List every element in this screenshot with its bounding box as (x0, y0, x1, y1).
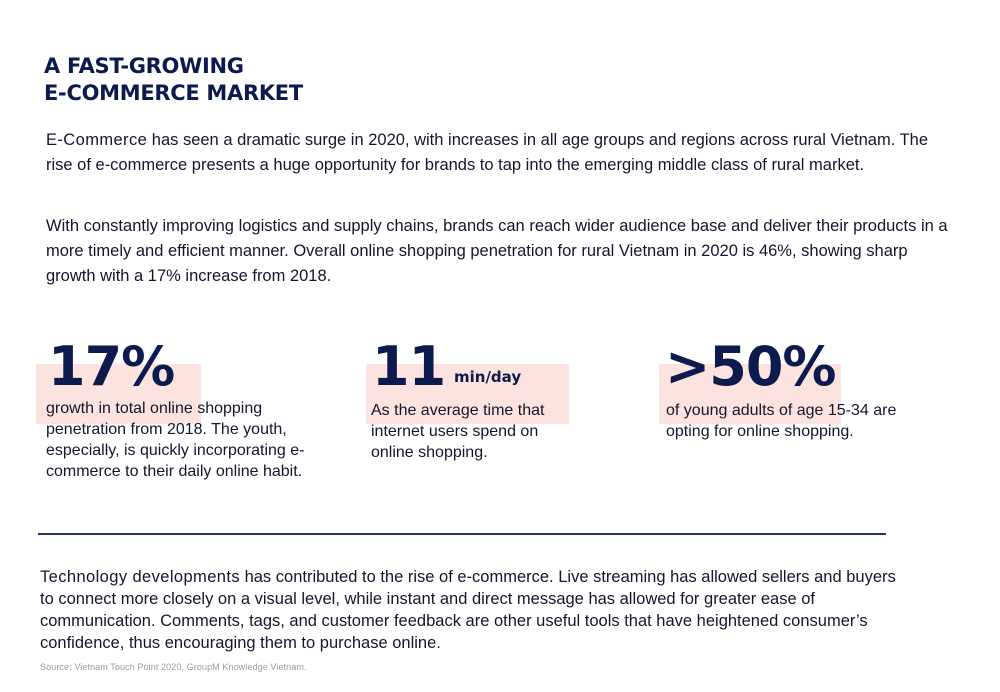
source-note: Source: Vietnam Touch Point 2020, GroupM… (40, 662, 307, 672)
stat-description: As the average time that internet users … (371, 402, 545, 461)
technology-paragraph: Technology developments has contributed … (40, 566, 900, 654)
stat-value: 17% (48, 335, 175, 398)
stat-value: >50% (665, 335, 836, 398)
intro-paragraph-1: E-Commerce has seen a dramatic surge in … (46, 128, 951, 178)
stat-highlight (366, 364, 569, 424)
stat-description: growth in total online shopping penetrat… (46, 400, 305, 480)
page-title-line-2: E-COMMERCE MARKET (44, 81, 303, 105)
intro-lead-term: E-Commerce (46, 131, 148, 149)
stat-highlight (659, 364, 841, 424)
intro-paragraph-1-text: has seen a dramatic surge in 2020, with … (46, 131, 929, 174)
page-title: A FAST-GROWING E-COMMERCE MARKET (44, 53, 303, 107)
section-divider (38, 533, 886, 535)
page-title-line-1: A FAST-GROWING (44, 54, 244, 78)
stat-highlight (36, 364, 201, 424)
technology-paragraph-text: has contributed to the rise of e-commerc… (40, 568, 896, 652)
stat-description: of young adults of age 15-34 are opting … (666, 402, 897, 440)
stat-value: 11 (372, 335, 446, 398)
intro-paragraph-2: With constantly improving logistics and … (46, 217, 948, 285)
stat-unit: min/day (454, 368, 522, 386)
technology-lead-term: Technology developments (40, 568, 240, 586)
